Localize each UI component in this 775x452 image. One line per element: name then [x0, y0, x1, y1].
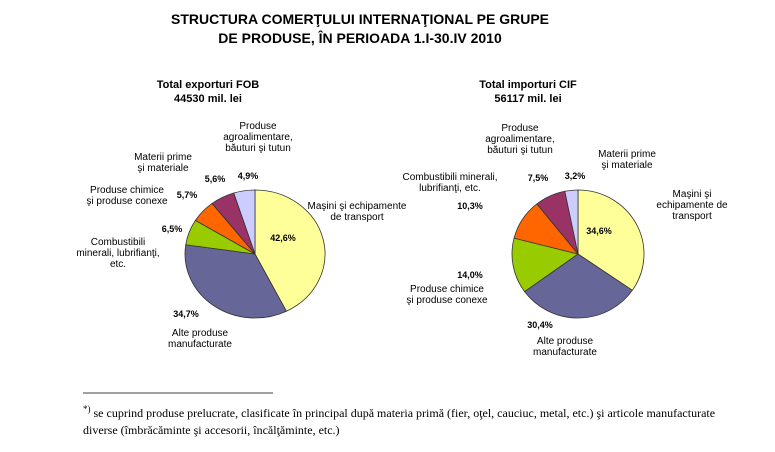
pie-slice — [184, 244, 287, 319]
value-label: 6,5% — [162, 224, 183, 234]
category-label: Produse chimice şi produse conexe — [86, 185, 168, 207]
pie-slice — [524, 253, 633, 319]
value-label: 5,7% — [177, 190, 198, 200]
footnote-marker: *) — [83, 404, 91, 414]
pie-slice — [511, 237, 579, 293]
pie-title: Total exporturi FOB — [157, 79, 260, 91]
value-label: 14,0% — [457, 270, 483, 280]
category-label: Maşini şi echipamente de transport — [308, 201, 407, 223]
chart-title: STRUCTURA COMERŢULUI INTERNAŢIONAL PE GR… — [171, 11, 549, 46]
value-label: 4,9% — [238, 171, 259, 181]
category-label: Combustibili minerali, lubrifianţi, etc. — [76, 237, 159, 270]
footnote: *) se cuprind produse prelucrate, clasif… — [83, 401, 723, 439]
pie-slice — [564, 189, 579, 255]
pie-subtitle: 56117 mil. lei — [494, 93, 561, 105]
category-label: Alte produse manufacturate — [168, 328, 232, 350]
pie-subtitle: 44530 mil. lei — [174, 93, 242, 105]
value-label: 7,5% — [528, 173, 549, 183]
category-label: Combustibili minerali, lubrifianţi, etc. — [402, 172, 497, 194]
category-label: Produse agroalimentare, băuturi şi tutun — [223, 121, 292, 154]
value-label: 3,2% — [565, 171, 586, 181]
category-label: Alte produse manufacturate — [533, 336, 597, 358]
category-label: Materii prime şi materiale — [598, 149, 656, 171]
value-label: 10,3% — [457, 201, 483, 211]
chart: STRUCTURA COMERŢULUI INTERNAŢIONAL PE GR… — [76, 11, 728, 394]
value-label: 30,4% — [527, 320, 553, 330]
category-label: Produse agroalimentare, băuturi şi tutun — [485, 123, 554, 156]
pie-title: Total importuri CIF — [479, 79, 577, 91]
value-label: 42,6% — [270, 233, 296, 243]
value-label: 5,6% — [205, 174, 226, 184]
pie-slice — [233, 189, 256, 255]
value-label: 34,7% — [173, 309, 199, 319]
category-label: Materii prime şi materiale — [134, 152, 192, 174]
pie-slice — [577, 189, 645, 291]
category-label: Maşini şi echipamente de transport — [656, 189, 728, 222]
footnote-text: se cuprind produse prelucrate, clasifica… — [83, 406, 716, 437]
category-label: Produse chimice şi produse conexe — [406, 284, 488, 306]
pie-slice — [254, 189, 326, 312]
value-label: 34,6% — [586, 226, 612, 236]
